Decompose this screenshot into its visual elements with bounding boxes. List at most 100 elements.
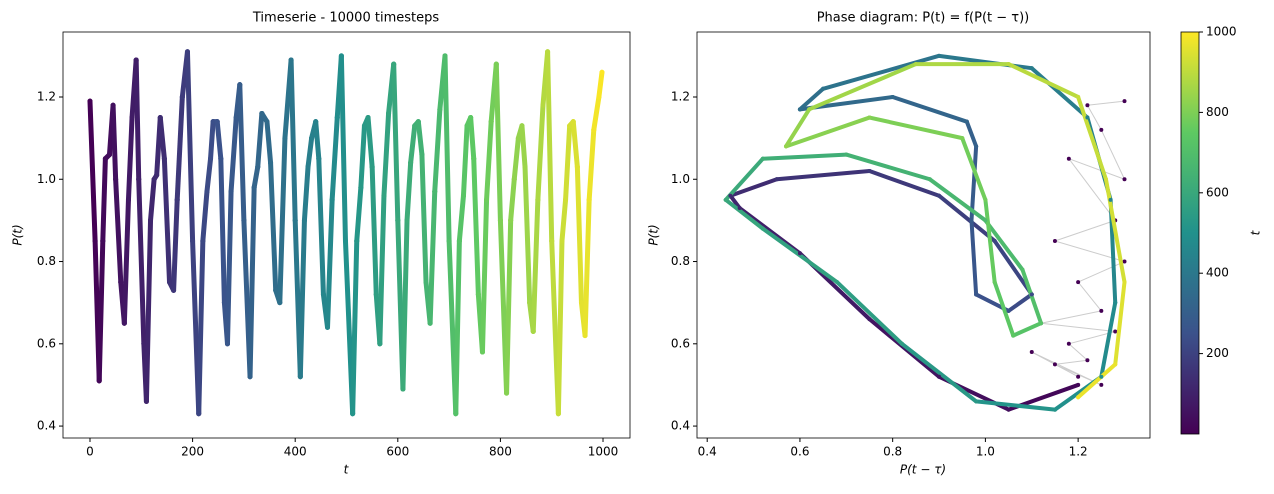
point: [100, 238, 106, 244]
point: [456, 238, 462, 244]
point: [1039, 321, 1044, 326]
line-segment: [535, 102, 546, 203]
line-segment: [377, 193, 387, 347]
point: [143, 398, 149, 404]
point: [273, 287, 279, 293]
phase-segment: [899, 341, 979, 404]
line-segment: [305, 135, 315, 170]
line-segment: [200, 189, 210, 244]
x-axis-label: P(t − τ): [900, 463, 946, 477]
history-point: [1052, 362, 1057, 367]
phase-segment: [774, 169, 872, 182]
point: [844, 152, 849, 157]
phase-segment: [784, 115, 872, 149]
line-segment: [325, 197, 335, 330]
history-segment: [1054, 359, 1088, 365]
point: [867, 115, 872, 120]
point: [129, 115, 135, 121]
colorbar-tick-label: 600: [1206, 185, 1229, 199]
line-segment: [264, 119, 274, 166]
line-segment: [338, 53, 348, 244]
line-segment: [184, 49, 196, 244]
x-tick-label: 0.4: [698, 445, 717, 459]
point: [1006, 308, 1011, 313]
line-segment: [427, 189, 438, 326]
point: [774, 177, 779, 182]
history-point: [1052, 238, 1057, 243]
x-tick-label: 0.8: [883, 445, 902, 459]
point: [545, 49, 551, 55]
line-segment: [277, 135, 288, 306]
point: [821, 86, 826, 91]
point: [1029, 292, 1034, 297]
point: [527, 300, 533, 306]
line-segment: [268, 160, 279, 293]
line-segment: [113, 176, 124, 285]
point: [784, 144, 789, 149]
point: [504, 390, 510, 396]
line-segment: [442, 53, 452, 244]
history-segment: [1068, 158, 1116, 221]
point: [301, 217, 307, 223]
point: [161, 156, 167, 162]
point: [1076, 382, 1081, 387]
point: [760, 226, 765, 231]
phase-segment: [821, 53, 942, 91]
phase-segment: [867, 115, 965, 141]
colorbar-label: t: [1249, 229, 1263, 235]
point: [471, 156, 477, 162]
point: [737, 206, 742, 211]
line-segment: [468, 115, 477, 162]
point: [937, 193, 942, 198]
point: [442, 53, 448, 59]
point: [251, 184, 257, 190]
phase-segment: [983, 218, 1025, 272]
line-segment: [415, 119, 425, 158]
line-segment: [161, 156, 173, 285]
colorbar-tick-label: 400: [1206, 266, 1229, 280]
point: [400, 386, 406, 392]
point: [292, 217, 298, 223]
line-segment: [214, 119, 224, 162]
point: [241, 217, 247, 223]
point: [723, 197, 728, 202]
point: [268, 160, 274, 166]
point: [354, 238, 360, 244]
point: [386, 110, 392, 116]
point: [974, 292, 979, 297]
line-segment: [316, 156, 326, 297]
colorbar-tick-label: 1000: [1206, 25, 1237, 39]
x-tick-label: 1.2: [1069, 445, 1088, 459]
point: [365, 115, 371, 121]
point: [1029, 66, 1034, 71]
x-tick-label: 200: [181, 445, 204, 459]
line-segment: [313, 119, 322, 162]
plot-frame: [62, 31, 631, 439]
line-segment: [100, 156, 108, 244]
point: [133, 57, 139, 63]
point: [511, 176, 517, 182]
x-tick-label: 1000: [588, 445, 619, 459]
point: [540, 102, 546, 108]
history-point: [1122, 99, 1127, 104]
point: [797, 251, 802, 256]
point: [395, 217, 401, 223]
point: [867, 317, 872, 322]
point: [599, 69, 605, 75]
phase-segment: [927, 177, 988, 223]
point: [157, 115, 163, 121]
phase-segment: [937, 193, 997, 243]
x-tick-label: 0: [86, 445, 94, 459]
chart-title: Phase diagram: P(t) = f(P(t − τ)): [817, 11, 1030, 26]
point: [890, 94, 895, 99]
y-axis-label: P(t): [11, 224, 25, 245]
point: [171, 287, 177, 293]
point: [574, 164, 580, 170]
point: [760, 156, 765, 161]
line-segment: [522, 164, 533, 306]
point: [1006, 62, 1011, 67]
phase-segment: [1029, 66, 1090, 120]
phase-segment: [784, 107, 812, 149]
point: [867, 169, 872, 174]
